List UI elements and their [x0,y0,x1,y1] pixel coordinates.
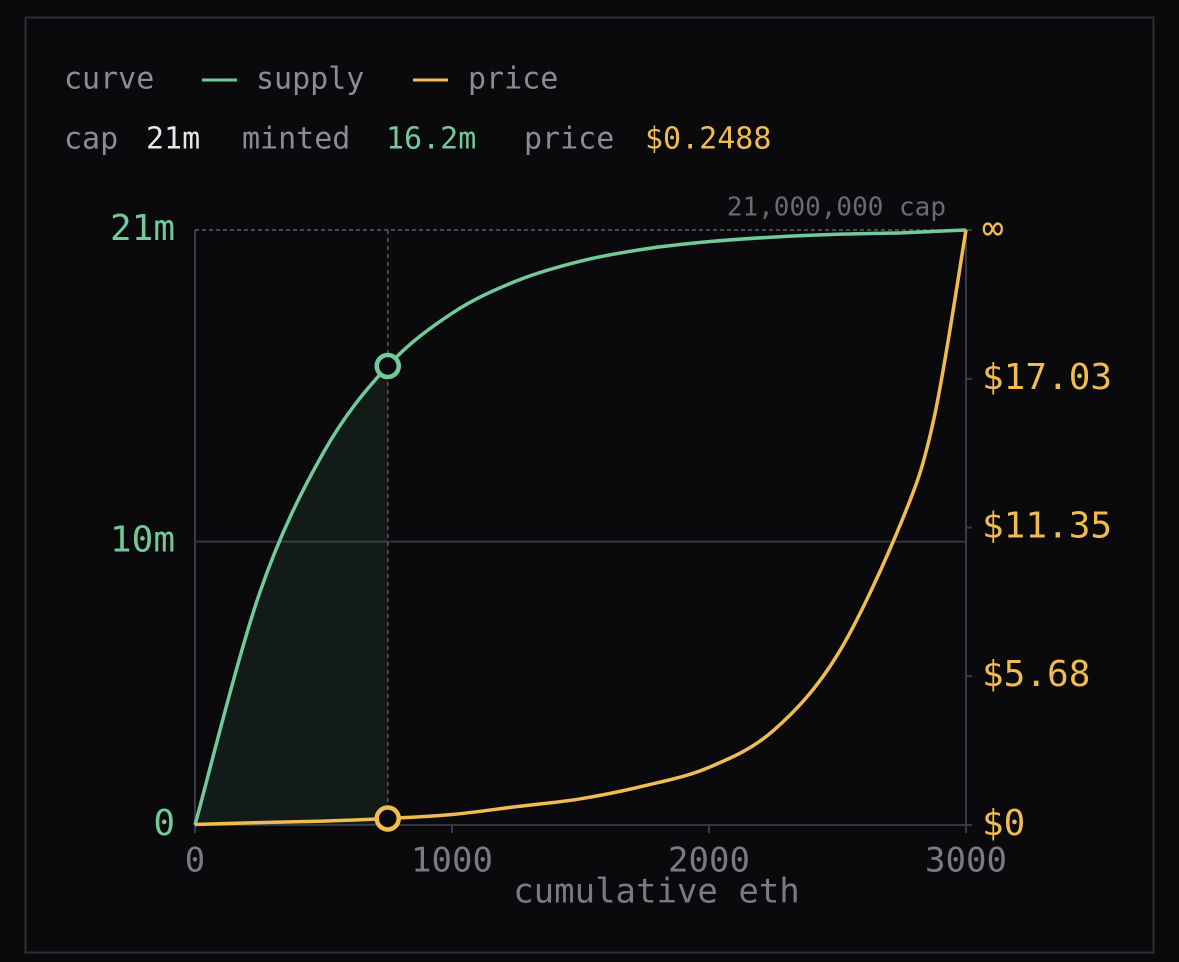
legend-label: price [468,62,558,97]
y2-tick-label: $5.68 [982,654,1090,695]
legend-title: curve [64,62,154,97]
stat-value: $0.2488 [645,122,771,157]
highlight-point [374,352,401,380]
stat-value: 16.2m [386,122,476,157]
plot: curve supply price cap 21m minted 16.2m price $0… [64,62,1112,912]
y-tick-label: 21m [110,208,175,249]
series-line [194,229,968,827]
x-tick-label: 2000 [668,841,750,881]
stat-label: cap [64,122,118,157]
stat-label: price [524,122,614,157]
y2-tick-label: $17.03 [982,357,1112,398]
y-tick-label: 10m [110,520,175,561]
y2-tick-label: ∞ [982,208,1004,249]
legend-label: supply [256,62,364,97]
highlight-point [374,805,401,832]
x-tick-label: 0 [185,841,205,881]
x-tick-label: 3000 [925,841,1007,881]
y-tick-label: 0 [153,803,175,844]
shaded-area [195,366,388,825]
x-tick-label: 1000 [411,841,493,881]
y2-tick-label: $0 [982,803,1025,844]
y2-tick-label: $11.35 [982,506,1112,547]
cap-annotation: 21,000,000 cap [727,193,946,223]
stat-value: 21m [146,122,200,157]
series-line [193,228,967,826]
stat-label: minted [242,122,350,157]
x-axis-label: cumulative eth [513,872,800,912]
